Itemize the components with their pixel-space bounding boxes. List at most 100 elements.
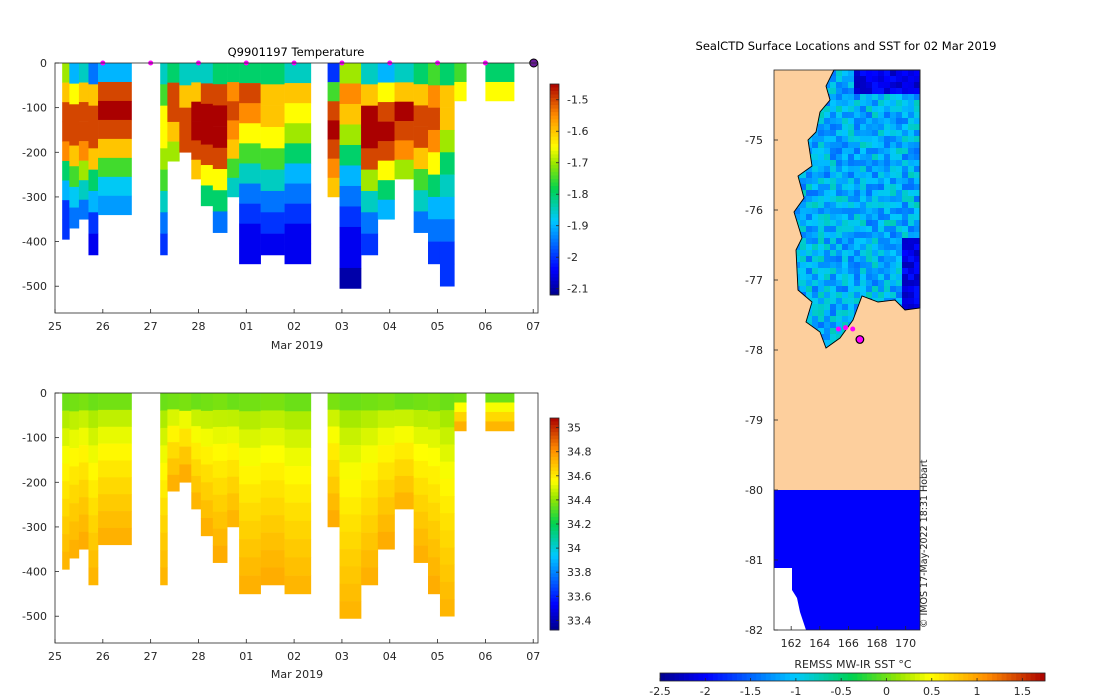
sst-cell — [836, 322, 843, 329]
sst-cell — [824, 154, 831, 161]
temperature-colorbar-segment — [550, 101, 559, 106]
sst-colorbar-segment — [741, 673, 748, 681]
temperature-colorbar-segment — [550, 224, 559, 229]
salinity-cell — [212, 511, 228, 530]
sst-colorbar-segment — [876, 673, 882, 681]
temperature-cell — [179, 129, 192, 153]
sst-cell — [890, 94, 897, 101]
temperature-colorbar-segment — [550, 277, 559, 282]
temperature-cell — [327, 177, 340, 198]
temperature-cell — [284, 223, 312, 245]
sst-cell — [908, 292, 915, 299]
salinity-cell — [454, 411, 467, 422]
salinity-cell — [239, 466, 261, 485]
sst-cell — [878, 154, 885, 161]
sst-cell — [884, 178, 891, 185]
temperature-cell — [413, 190, 429, 212]
temperature-cell — [227, 82, 240, 102]
sst-cell — [854, 82, 861, 89]
sst-cell — [806, 232, 813, 239]
temperature-colorbar-segment — [550, 231, 559, 236]
salinity-cell — [167, 474, 180, 492]
sst-colorbar-segment — [1025, 673, 1031, 681]
sst-cell — [836, 82, 843, 89]
salinity-colorbar-tick-label: 34.8 — [567, 446, 592, 459]
salinity-cell — [160, 532, 168, 551]
sst-cell — [848, 88, 855, 95]
temperature-cell — [78, 121, 89, 142]
sst-cell — [824, 268, 831, 275]
salinity-cell — [260, 567, 285, 586]
sst-cell — [872, 82, 879, 89]
sst-cell — [890, 88, 897, 95]
sst-cell — [830, 274, 837, 281]
temperature-cell — [339, 124, 362, 146]
temperature-cell — [428, 241, 441, 265]
temperature-x-tick-label: 25 — [48, 320, 62, 333]
sst-cell — [836, 196, 843, 203]
temperature-cell — [327, 120, 340, 140]
sst-cell — [848, 82, 855, 89]
sst-cell — [860, 244, 867, 251]
salinity-heatmap — [62, 393, 515, 619]
sst-cell — [830, 130, 837, 137]
salinity-cell — [200, 500, 214, 519]
sst-cell — [872, 196, 879, 203]
sst-colorbar-segment — [1030, 673, 1036, 681]
temperature-cell — [227, 158, 240, 179]
salinity-cell — [160, 567, 168, 586]
salinity-cell — [212, 494, 228, 513]
sst-cell — [800, 256, 807, 263]
sst-cell — [896, 196, 903, 203]
salinity-colorbar-tick-label: 33.4 — [567, 614, 592, 627]
sst-cell — [872, 274, 879, 281]
sst-cell — [866, 250, 873, 257]
sst-colorbar-segment — [698, 673, 704, 681]
salinity-cell — [454, 421, 467, 432]
sst-cell — [884, 76, 891, 83]
temperature-colorbar-segment — [550, 266, 559, 271]
sst-cell — [902, 88, 909, 95]
temperature-y-tick-label: -100 — [22, 102, 47, 115]
temperature-colorbar-segment — [550, 112, 559, 117]
salinity-x-tick-label: 01 — [239, 650, 253, 663]
sst-cell — [806, 238, 813, 245]
map-y-tick-label: -79 — [745, 414, 763, 427]
temperature-cell — [62, 121, 70, 142]
salinity-cell — [284, 429, 312, 449]
sst-cell — [848, 196, 855, 203]
temperature-cell — [377, 141, 395, 161]
salinity-cell — [200, 410, 214, 430]
sst-cell — [860, 262, 867, 269]
sst-cell — [854, 76, 861, 83]
sst-cell — [878, 112, 885, 119]
temperature-x-tick-label: 28 — [191, 320, 205, 333]
salinity-cell — [339, 427, 362, 446]
temperature-colorbar-segment — [550, 242, 559, 247]
temperature-cell — [88, 126, 99, 149]
temperature-cell — [62, 63, 70, 83]
salinity-cell — [454, 402, 467, 413]
sst-cell — [890, 148, 897, 155]
sst-cell — [842, 160, 849, 167]
sst-cell — [818, 250, 825, 257]
sst-cell — [836, 244, 843, 251]
temperature-cell — [428, 129, 441, 153]
salinity-colorbar-segment — [550, 520, 559, 525]
temperature-cell — [227, 120, 240, 140]
sst-cell — [800, 250, 807, 257]
salinity-colorbar-segment — [550, 534, 559, 539]
sst-cell — [902, 298, 909, 305]
salinity-cell — [167, 458, 180, 476]
salinity-cell — [485, 411, 515, 422]
salinity-cell — [394, 492, 414, 510]
sst-cell — [872, 280, 879, 287]
sst-cell — [884, 154, 891, 161]
sst-cell — [884, 166, 891, 173]
salinity-cell — [200, 393, 214, 412]
temperature-colorbar-segment — [550, 217, 559, 222]
salinity-colorbar-segment — [550, 531, 559, 535]
temperature-cell — [454, 81, 467, 102]
temperature-cell — [167, 102, 180, 123]
sst-cell — [842, 232, 849, 239]
